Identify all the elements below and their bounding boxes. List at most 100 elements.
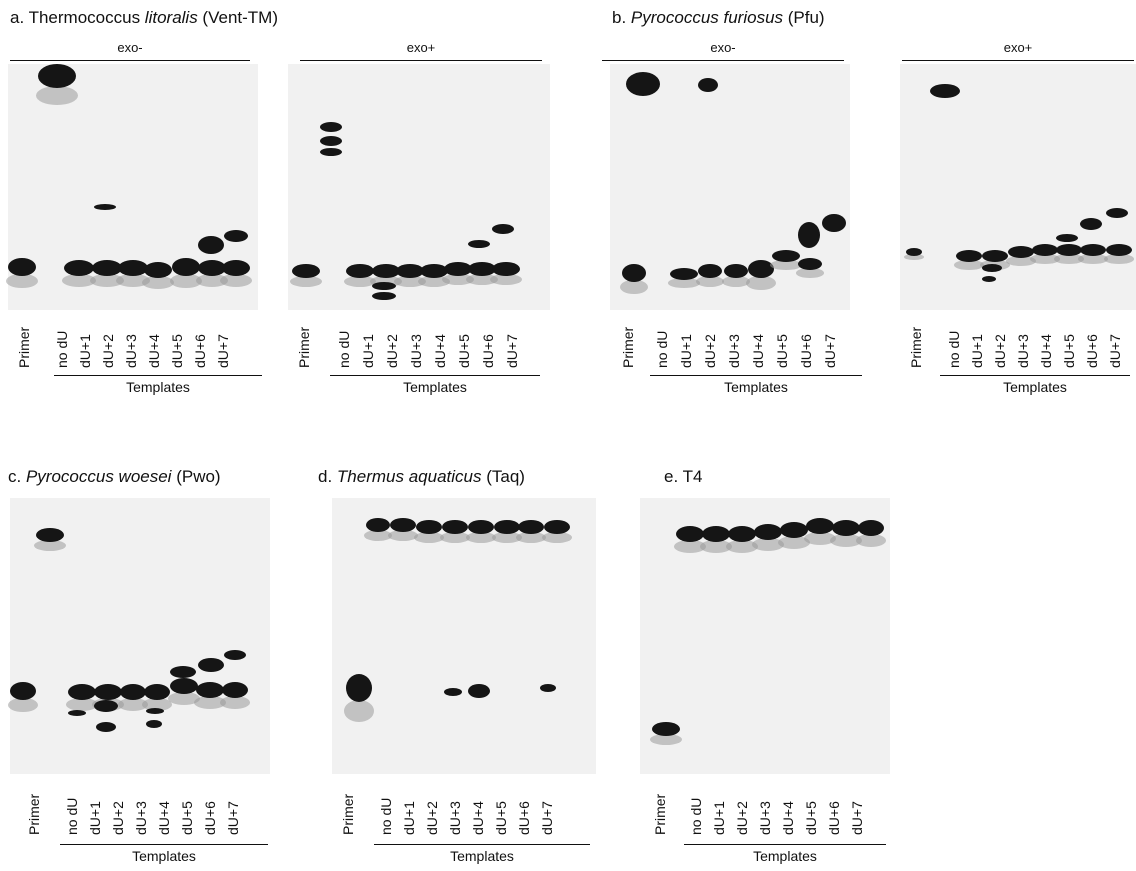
lane-label: dU+1 <box>969 334 985 368</box>
lane-label: dU+5 <box>169 334 185 368</box>
gel-band <box>492 262 520 276</box>
gel-b2-header: exo+ <box>1003 40 1033 55</box>
gel-band <box>196 682 224 698</box>
gel-band <box>320 148 342 156</box>
gel-b-exo-minus <box>610 64 850 310</box>
gel-band <box>68 684 96 700</box>
gel-smear <box>492 532 522 544</box>
lane-label: dU+6 <box>826 801 842 835</box>
gel-c <box>8 498 270 774</box>
lane-label: dU+1 <box>87 801 103 835</box>
templates-underline <box>60 844 268 845</box>
lane-label: dU+3 <box>726 334 742 368</box>
templates-label: Templates <box>1003 379 1067 395</box>
gel-smear <box>696 276 724 288</box>
templates-underline <box>374 844 590 845</box>
gel-band <box>982 276 996 282</box>
lane-label: dU+2 <box>384 334 400 368</box>
gel-band <box>320 136 342 146</box>
gel-band <box>444 688 462 696</box>
lane-label: dU+5 <box>803 801 819 835</box>
lane-label: no dU <box>654 330 670 368</box>
gel-band <box>38 64 76 88</box>
gel-band <box>94 684 122 700</box>
lane-label: Primer <box>26 793 42 835</box>
gel-smear <box>668 278 700 288</box>
gel-band <box>94 204 116 210</box>
gel-band <box>468 240 490 248</box>
panel-c-title: c. Pyrococcus woesei (Pwo) <box>8 467 221 486</box>
gel-band <box>94 700 118 712</box>
gel-band <box>806 518 834 534</box>
gel-smear <box>220 696 250 709</box>
templates-underline <box>330 375 540 376</box>
gel-band <box>146 720 162 728</box>
gel-band <box>698 264 722 278</box>
gel-band <box>544 520 570 534</box>
gel-a1-header: exo- <box>117 40 143 55</box>
lane-label: dU+5 <box>456 334 472 368</box>
gel-band <box>780 522 808 538</box>
gel-band <box>906 248 922 256</box>
gel-d <box>332 498 596 774</box>
templates-label: Templates <box>724 379 788 395</box>
lane-label: dU+4 <box>1038 334 1054 368</box>
gel-smear <box>700 540 732 553</box>
gel-band <box>728 526 756 542</box>
gel-smear <box>516 532 546 544</box>
panel-b-title: b. Pyrococcus furiosus (Pfu) <box>612 8 825 27</box>
lane-label: dU+5 <box>774 334 790 368</box>
gel-b1-header: exo- <box>710 40 736 55</box>
gel-smear <box>8 698 38 713</box>
gel-b-exo-plus <box>900 64 1136 310</box>
lane-label: Primer <box>16 326 32 368</box>
gel-band <box>492 224 514 234</box>
gel-smear <box>1104 254 1134 264</box>
gel-band <box>372 282 396 290</box>
lane-label: dU+4 <box>780 801 796 835</box>
lane-label: no dU <box>946 330 962 368</box>
gel-smear <box>170 274 202 289</box>
lane-label: dU+4 <box>146 334 162 368</box>
gel-a2-header-line <box>300 60 542 61</box>
gel-band <box>1080 218 1102 230</box>
lane-label: dU+5 <box>493 801 509 835</box>
gel-smear <box>36 86 78 106</box>
gel-band <box>468 520 494 534</box>
gel-smear <box>370 276 402 288</box>
gel-smear <box>440 532 470 544</box>
gel-smear <box>344 700 374 723</box>
gel-band <box>416 520 442 534</box>
gel-band <box>396 264 424 278</box>
gel-band <box>224 650 246 660</box>
gel-band <box>120 684 146 700</box>
gel-band <box>1106 208 1128 218</box>
gel-band <box>172 258 200 276</box>
gel-smear <box>804 532 836 545</box>
gel-band <box>798 258 822 270</box>
templates-label: Templates <box>403 379 467 395</box>
lane-label: no dU <box>64 797 80 835</box>
gel-band <box>622 264 646 282</box>
gel-a2-header: exo+ <box>406 40 436 55</box>
gel-band <box>724 264 748 278</box>
gel-band <box>144 262 172 278</box>
lane-label: dU+3 <box>757 801 773 835</box>
gel-band <box>36 528 64 542</box>
lane-label: no dU <box>688 797 704 835</box>
gel-band <box>798 222 820 248</box>
gel-band <box>702 526 730 542</box>
gel-smear <box>904 254 924 261</box>
gel-band <box>170 666 196 678</box>
gel-smear <box>66 698 98 711</box>
gel-band <box>8 258 36 276</box>
lane-label: dU+7 <box>215 334 231 368</box>
lane-label: dU+3 <box>447 801 463 835</box>
lane-label: dU+4 <box>750 334 766 368</box>
lane-label: dU+6 <box>480 334 496 368</box>
gel-smear <box>394 276 426 288</box>
lane-label: dU+7 <box>504 334 520 368</box>
gel-band <box>68 710 86 716</box>
templates-underline <box>940 375 1130 376</box>
gel-smear <box>778 536 810 549</box>
